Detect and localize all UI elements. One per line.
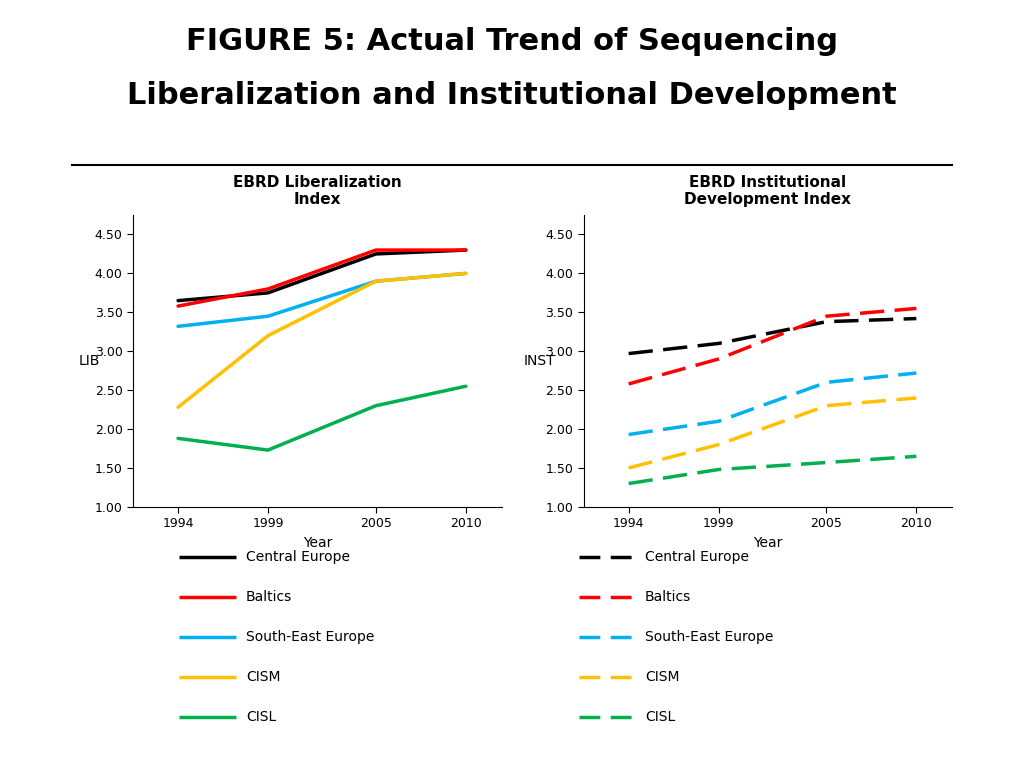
Text: South-East Europe: South-East Europe xyxy=(645,630,773,644)
Text: CISM: CISM xyxy=(645,670,680,684)
Text: FIGURE 5: Actual Trend of Sequencing: FIGURE 5: Actual Trend of Sequencing xyxy=(186,27,838,56)
X-axis label: Year: Year xyxy=(303,536,332,550)
Text: Baltics: Baltics xyxy=(645,590,691,604)
Text: South-East Europe: South-East Europe xyxy=(246,630,374,644)
Text: Central Europe: Central Europe xyxy=(246,550,350,564)
X-axis label: Year: Year xyxy=(754,536,782,550)
Text: Central Europe: Central Europe xyxy=(645,550,750,564)
Title: EBRD Liberalization
Index: EBRD Liberalization Index xyxy=(233,174,401,207)
Text: CISL: CISL xyxy=(645,710,676,723)
Y-axis label: INST: INST xyxy=(524,354,556,368)
Text: CISL: CISL xyxy=(246,710,276,723)
Text: Liberalization and Institutional Development: Liberalization and Institutional Develop… xyxy=(127,81,897,110)
Text: Baltics: Baltics xyxy=(246,590,292,604)
Title: EBRD Institutional
Development Index: EBRD Institutional Development Index xyxy=(684,174,852,207)
Y-axis label: LIB: LIB xyxy=(79,354,100,368)
Text: CISM: CISM xyxy=(246,670,281,684)
